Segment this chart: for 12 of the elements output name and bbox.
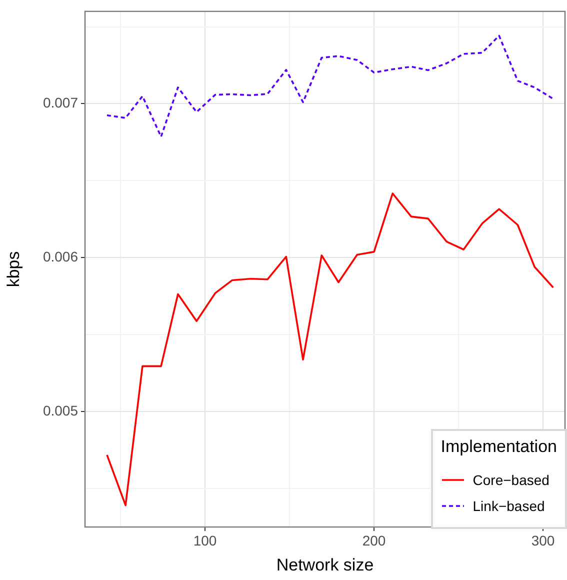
legend-label: Link−based	[472, 498, 545, 514]
y-axis-title: kbps	[4, 251, 23, 288]
y-tick-label: 0.005	[42, 402, 78, 418]
legend-title: Implementation	[440, 437, 557, 457]
legend-label: Core−based	[472, 472, 550, 488]
x-tick-label: 300	[531, 532, 555, 548]
y-tick-label: 0.007	[42, 94, 78, 111]
x-tick-label: 200	[362, 532, 386, 548]
x-tick-label: 100	[193, 532, 217, 548]
x-axis-title: Network size	[276, 555, 374, 574]
line-series	[106, 34, 554, 138]
y-tick-label: 0.006	[42, 248, 78, 265]
